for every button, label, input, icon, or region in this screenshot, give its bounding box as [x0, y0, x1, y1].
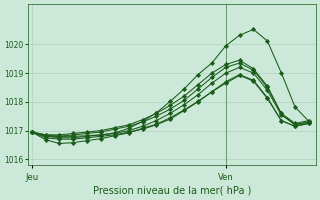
X-axis label: Pression niveau de la mer( hPa ): Pression niveau de la mer( hPa ) [92, 186, 251, 196]
